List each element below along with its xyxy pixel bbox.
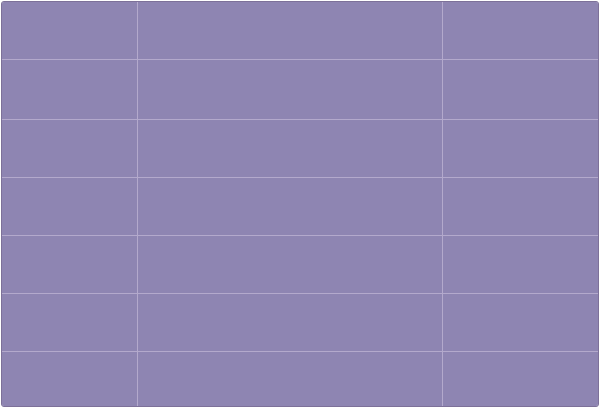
grid-cell (138, 352, 443, 406)
grid-cell (443, 352, 598, 406)
grid-cell (2, 294, 138, 352)
grid-cell (443, 60, 598, 120)
grid-cell (2, 352, 138, 406)
grid-cell (443, 236, 598, 294)
grid-cell (138, 120, 443, 178)
grid-cell (443, 294, 598, 352)
grid-cell (138, 236, 443, 294)
grid-cell (138, 2, 443, 60)
grid-cell (2, 60, 138, 120)
grid-cell (138, 178, 443, 236)
grid-cell (138, 294, 443, 352)
grid-cell (138, 60, 443, 120)
grid-cell (2, 178, 138, 236)
grid-cell (443, 178, 598, 236)
grid-cell (2, 120, 138, 178)
grid-cell (2, 2, 138, 60)
grid-cell (2, 236, 138, 294)
grid-cell (443, 120, 598, 178)
grid-cell (443, 2, 598, 60)
